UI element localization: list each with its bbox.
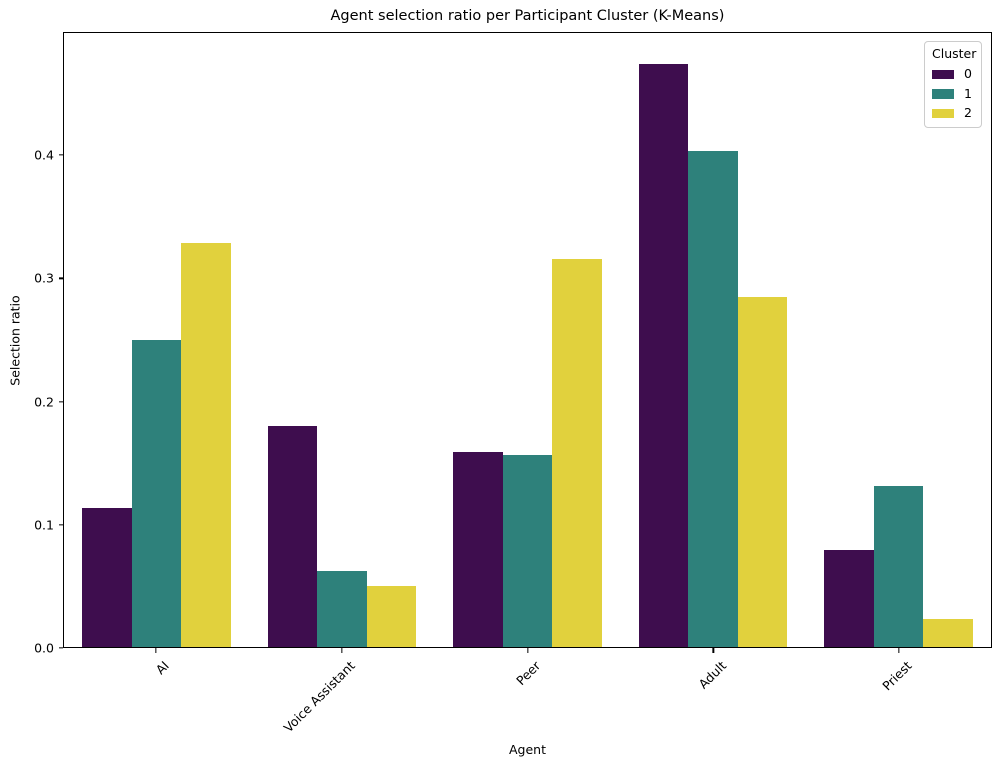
bar-group-ai — [64, 33, 249, 647]
legend-title: Cluster — [932, 46, 977, 61]
x-tick-mark — [712, 648, 714, 653]
legend-entry-label: 2 — [964, 105, 972, 120]
bar-priest-cluster-0 — [824, 550, 874, 647]
legend-swatch-cluster-1 — [932, 89, 954, 99]
y-tick-label: 0.0 — [34, 640, 54, 656]
bar-voice-assistant-cluster-0 — [267, 425, 318, 647]
y-tick-label: 0.4 — [34, 147, 54, 163]
bar-ai-cluster-1 — [131, 340, 182, 647]
bar-voice-assistant-cluster-2 — [366, 585, 417, 647]
x-tick-mark — [526, 648, 529, 653]
x-tick-label-voice-assistant: Voice Assistant — [280, 658, 358, 736]
plot-area — [63, 32, 992, 648]
y-tick-mark — [59, 524, 63, 526]
x-tick-mark — [898, 648, 900, 653]
x-tick-label-adult: Adult — [695, 658, 729, 692]
bar-group-voice-assistant — [249, 33, 434, 647]
bar-peer-cluster-1 — [502, 455, 553, 647]
bar-peer-cluster-2 — [552, 258, 602, 647]
legend-entry-1: 1 — [932, 85, 972, 101]
y-tick-mark — [59, 277, 63, 280]
y-tick-mark — [59, 154, 63, 156]
x-axis-label: Agent — [509, 742, 546, 757]
y-tick-label: 0.1 — [34, 517, 54, 533]
bar-group-adult — [620, 33, 805, 647]
bar-priest-cluster-2 — [923, 618, 973, 647]
bar-group-peer — [435, 33, 620, 647]
legend-entry-0: 0 — [932, 66, 972, 81]
legend-entries: 0 1 2 — [932, 66, 972, 120]
x-tick-label-ai: AI — [152, 658, 172, 678]
x-tick-label-priest: Priest — [879, 658, 915, 694]
y-tick-mark — [59, 647, 63, 649]
bar-ai-cluster-0 — [82, 508, 132, 647]
bar-ai-cluster-2 — [181, 243, 231, 647]
bar-priest-cluster-1 — [873, 486, 924, 647]
bar-adult-cluster-1 — [688, 150, 738, 647]
bar-adult-cluster-0 — [638, 63, 689, 647]
bar-voice-assistant-cluster-1 — [317, 570, 367, 647]
x-tick-label-peer: Peer — [512, 658, 544, 689]
y-tick-mark — [59, 400, 63, 403]
legend: Cluster 0 1 2 — [924, 41, 982, 128]
bar-peer-cluster-0 — [453, 451, 503, 647]
x-tick-mark — [155, 648, 157, 653]
legend-entry-label: 0 — [964, 66, 972, 81]
y-tick-label: 0.2 — [34, 394, 54, 410]
y-axis: 0.0 0.1 0.2 0.3 0.4 — [0, 32, 63, 656]
legend-entry-2: 2 — [932, 105, 972, 120]
bar-adult-cluster-2 — [737, 297, 788, 647]
x-axis: AI Voice Assistant Peer Adult Priest — [63, 648, 992, 738]
legend-swatch-cluster-0 — [932, 69, 954, 79]
legend-entry-label: 1 — [964, 85, 972, 101]
x-tick-mark — [341, 648, 343, 653]
y-tick-label: 0.3 — [34, 270, 54, 286]
bar-group-priest — [806, 33, 991, 647]
chart-title: Agent selection ratio per Participant Cl… — [330, 8, 725, 24]
legend-swatch-cluster-2 — [932, 108, 954, 118]
